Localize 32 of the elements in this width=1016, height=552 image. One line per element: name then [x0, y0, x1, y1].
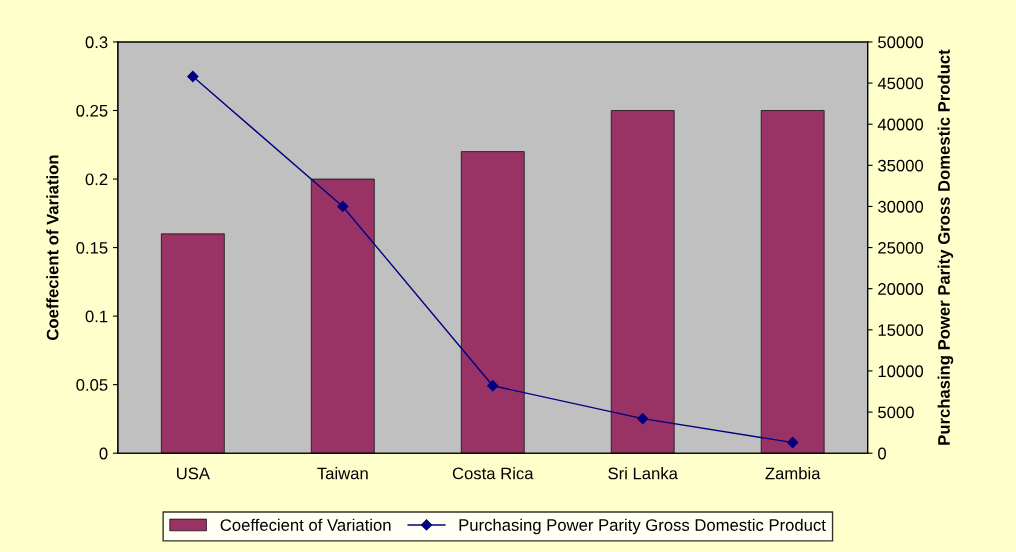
y-tick-label: 0.15 [76, 241, 108, 254]
point [637, 413, 649, 425]
y2-tick-label: 40000 [877, 118, 924, 131]
x-tick-label: Sri Lanka [608, 467, 678, 480]
y2-axis-title: Purchasing Power Parity Gross Domestic Product [937, 49, 954, 445]
y-tick-label: 0 [99, 447, 108, 460]
y2-tick-label: 45000 [877, 77, 924, 90]
y-tick-label: 0.25 [76, 104, 108, 117]
x-tick-label: Costa Rica [452, 467, 534, 480]
y2-tick-label: 20000 [878, 283, 924, 295]
point [187, 70, 199, 83]
y2-tick-label: 5000 [878, 406, 914, 419]
y2-tick-label: 10000 [878, 365, 924, 378]
y-tick-label: 0.2 [85, 173, 108, 186]
y2-tick-label: 25000 [878, 241, 924, 254]
y-tick-label: 0.3 [85, 36, 108, 49]
y-tick-label: 0.1 [85, 310, 108, 323]
y2-tick-label: 35000 [878, 159, 924, 172]
y-tick-label: 0.05 [76, 379, 108, 391]
point [487, 380, 499, 392]
point [337, 200, 349, 213]
point [787, 436, 799, 449]
y2-tick-label: 0 [878, 447, 886, 460]
y-axis-title: Coeffecient of Variation [46, 155, 59, 340]
y2-tick-label: 50000 [878, 36, 924, 49]
x-tick-label: Zambia [765, 467, 821, 480]
legend-label: Purchasing Power Parity Gross Domestic Product [459, 518, 826, 535]
y2-tick-label: 30000 [878, 200, 924, 213]
x-tick-label: Taiwan [317, 467, 368, 480]
x-tick-label: USA [176, 467, 210, 480]
y2-tick-label: 15000 [878, 324, 924, 337]
legend-label: Coeffecient of Variation [220, 518, 391, 531]
